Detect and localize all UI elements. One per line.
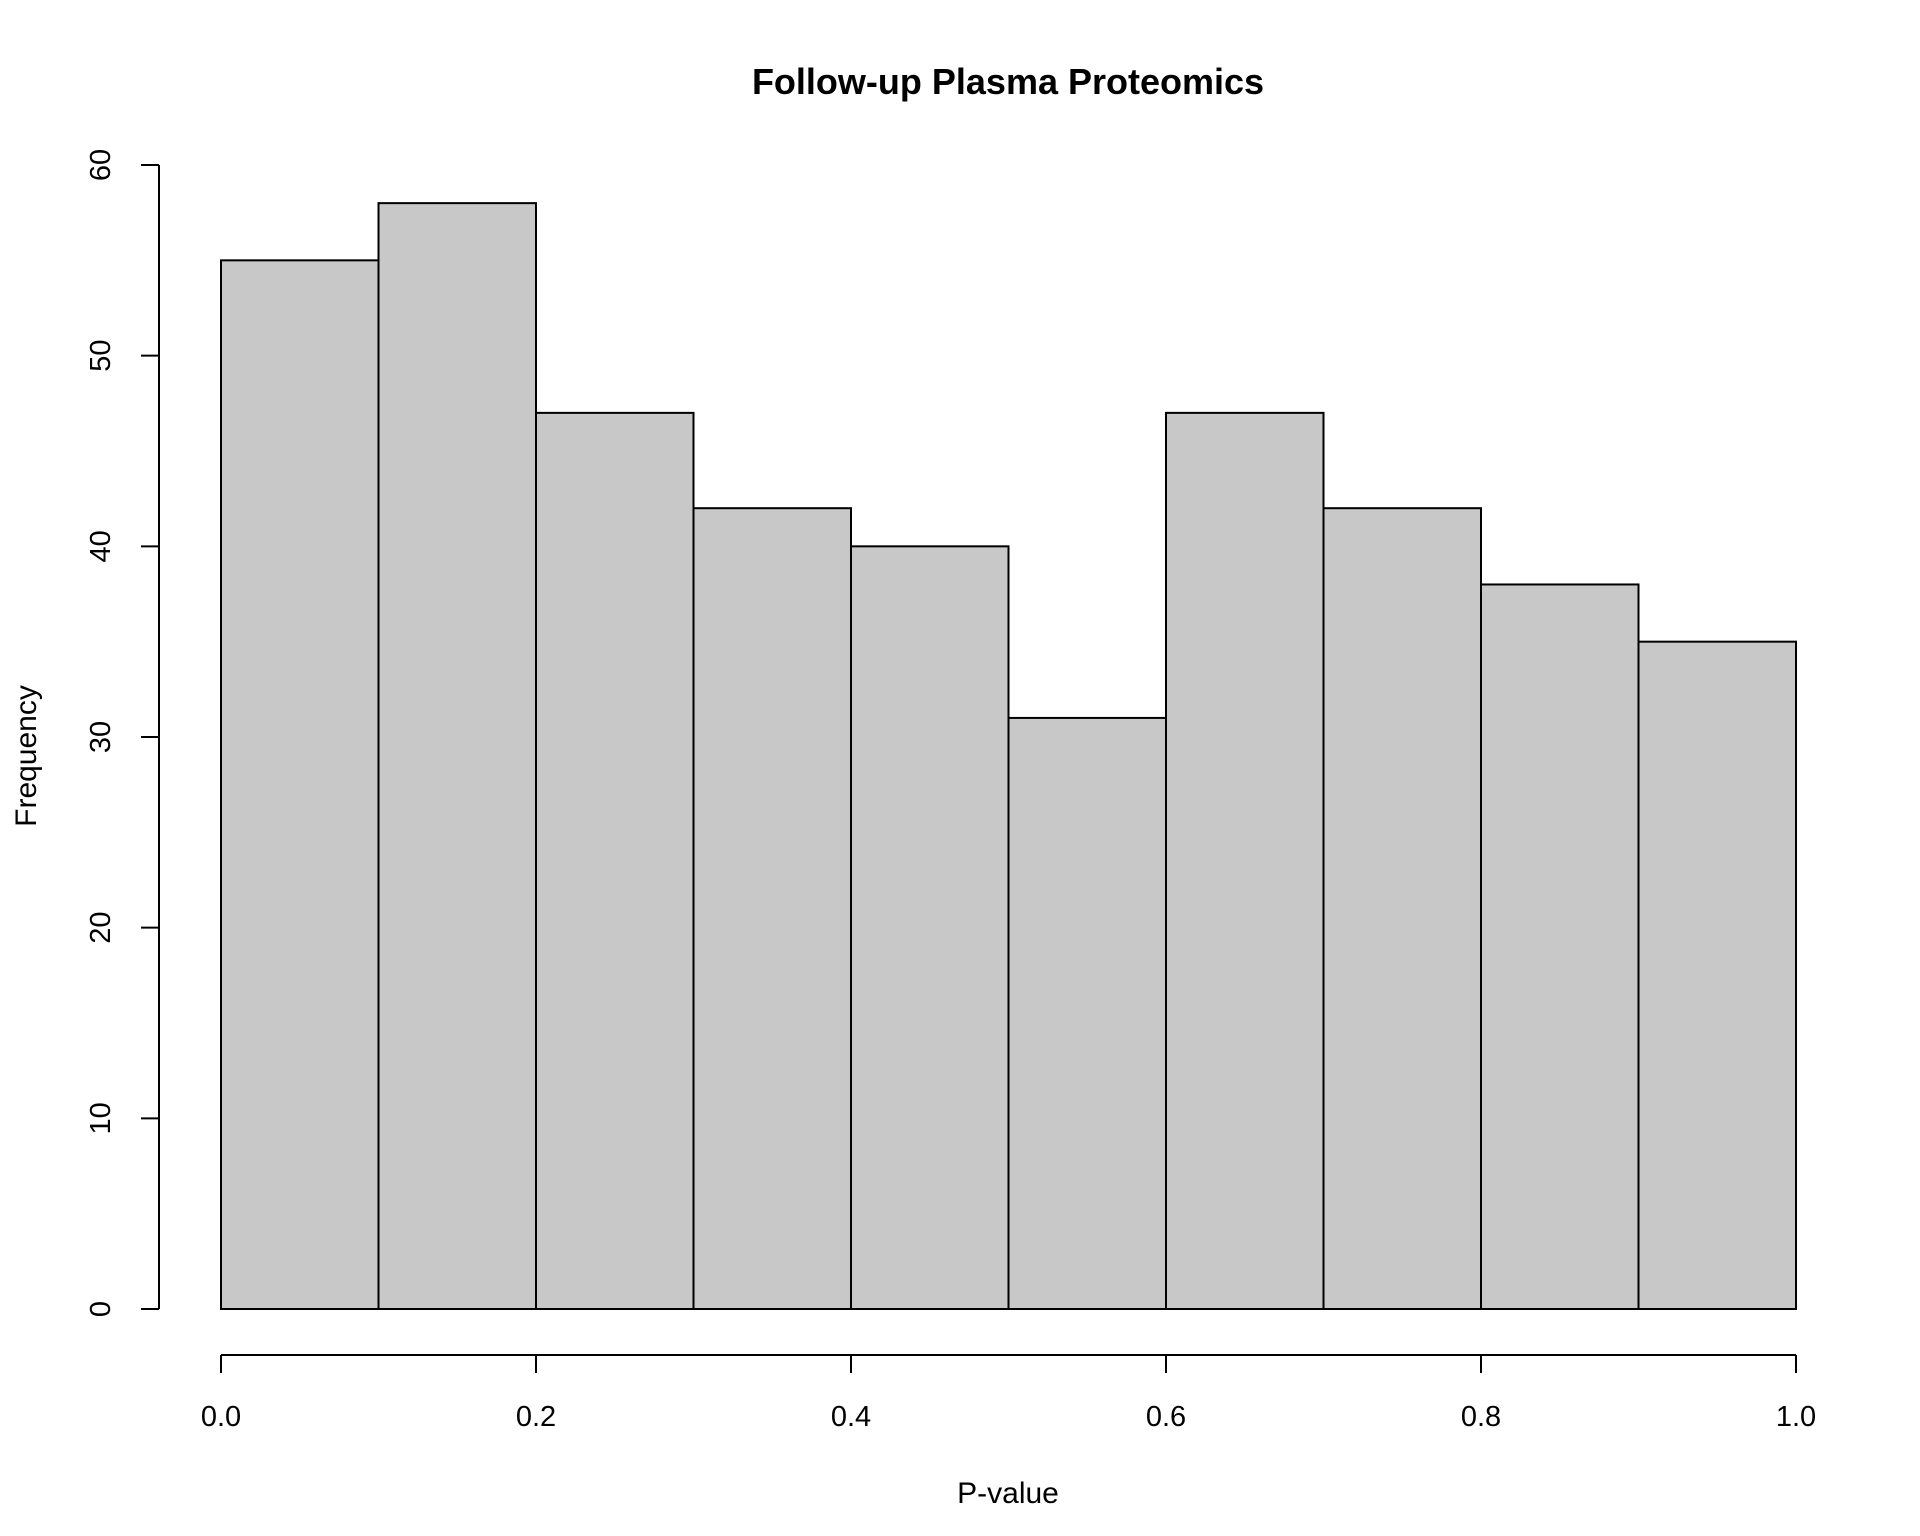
x-tick-label-5: 1.0	[1776, 1401, 1816, 1433]
y-tick-label-4: 40	[85, 530, 117, 562]
x-tick-label-0: 0.0	[201, 1401, 241, 1433]
y-tick-label-6: 60	[85, 149, 117, 181]
histogram-bar-6	[1165, 411, 1325, 1311]
x-tick-label-3: 0.6	[1146, 1401, 1186, 1433]
x-tick-label-4: 0.8	[1461, 1401, 1501, 1433]
histogram-bar-2	[535, 411, 695, 1311]
x-tick-label-1: 0.2	[516, 1401, 556, 1433]
y-tick-label-2: 20	[85, 912, 117, 944]
y-axis-label: Frequency	[10, 685, 43, 827]
y-tick-label-1: 10	[85, 1102, 117, 1134]
y-tick-label-3: 30	[85, 721, 117, 753]
histogram-bar-1	[377, 202, 537, 1311]
histogram-bar-4	[850, 545, 1010, 1310]
x-axis-label: P-value	[957, 1477, 1059, 1510]
chart-title: Follow-up Plasma Proteomics	[752, 61, 1264, 102]
y-axis: 0 10 20 30 40 50 60	[85, 149, 160, 1317]
x-tick-label-2: 0.4	[831, 1401, 871, 1433]
y-tick-label-5: 50	[85, 340, 117, 372]
histogram-bar-3	[692, 507, 852, 1310]
y-tick-label-0: 0	[85, 1301, 117, 1317]
histogram-bar-7	[1322, 507, 1482, 1310]
histogram-bar-0	[220, 259, 380, 1310]
x-axis: 0.0 0.2 0.4 0.6 0.8 1.0	[201, 1354, 1816, 1433]
bars-group	[220, 202, 1797, 1311]
histogram-bar-8	[1480, 583, 1640, 1310]
histogram-bar-9	[1637, 640, 1797, 1310]
histogram-bar-5	[1007, 716, 1167, 1310]
